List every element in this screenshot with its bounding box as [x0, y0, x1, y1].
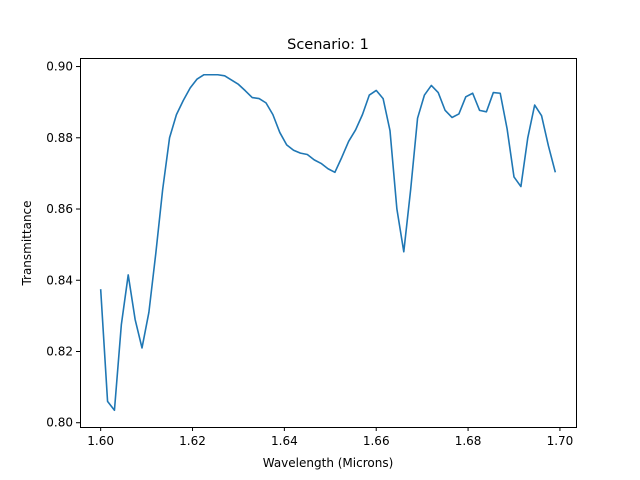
- x-tick-label: 1.60: [87, 434, 114, 448]
- y-tick-label: 0.88: [46, 131, 73, 145]
- y-tick-label: 0.80: [46, 416, 73, 430]
- y-tick-label: 0.82: [46, 344, 73, 358]
- x-tick-label: 1.66: [363, 434, 390, 448]
- y-axis: 0.80 0.82 0.84 0.86 0.88 0.90: [46, 60, 80, 430]
- plot-frame: [80, 58, 577, 428]
- y-tick-label: 0.86: [46, 202, 73, 216]
- y-tick-label: 0.84: [46, 273, 73, 287]
- y-tick-label: 0.90: [46, 60, 73, 74]
- y-axis-label: Transmittance: [20, 200, 34, 286]
- x-axis-label: Wavelength (Microns): [263, 456, 394, 470]
- series-line: [99, 73, 557, 412]
- x-axis: 1.60 1.62 1.64 1.66 1.68 1.70: [87, 427, 573, 448]
- x-tick-label: 1.62: [179, 434, 206, 448]
- plot-area: [99, 73, 557, 412]
- chart-title: Scenario: 1: [287, 37, 369, 53]
- x-tick-label: 1.68: [455, 434, 482, 448]
- x-tick-label: 1.64: [271, 434, 298, 448]
- x-tick-label: 1.70: [547, 434, 574, 448]
